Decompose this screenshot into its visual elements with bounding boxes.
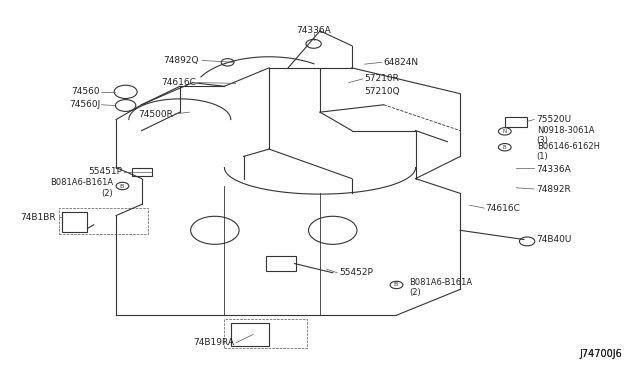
Text: 55451P: 55451P	[88, 167, 122, 176]
Text: 57210R: 57210R	[365, 74, 399, 83]
Text: N0918-3061A
(3): N0918-3061A (3)	[537, 126, 594, 145]
Text: B: B	[120, 183, 124, 189]
Text: 74892R: 74892R	[537, 185, 572, 194]
Text: B: B	[502, 145, 506, 150]
Text: 74560J: 74560J	[69, 100, 100, 109]
Text: 74560: 74560	[72, 87, 100, 96]
Text: 74336A: 74336A	[296, 26, 331, 35]
Text: 74616C: 74616C	[161, 78, 196, 87]
Text: 74B19RA: 74B19RA	[193, 339, 234, 347]
Text: J74700J6: J74700J6	[580, 349, 623, 359]
Text: B06146-6162H
(1): B06146-6162H (1)	[537, 142, 600, 161]
Text: 74336A: 74336A	[537, 165, 572, 174]
Text: J74700J6: J74700J6	[580, 349, 623, 359]
Text: N: N	[502, 129, 506, 134]
Text: 75520U: 75520U	[537, 115, 572, 124]
Text: 74500R: 74500R	[139, 109, 173, 119]
Text: 64824N: 64824N	[384, 58, 419, 67]
Text: B081A6-B161A
(2): B081A6-B161A (2)	[409, 278, 472, 297]
Text: 74B40U: 74B40U	[537, 235, 572, 244]
Text: B081A6-B161A
(2): B081A6-B161A (2)	[50, 178, 113, 198]
Text: 74B1BR: 74B1BR	[20, 213, 56, 222]
Text: 74892Q: 74892Q	[163, 56, 199, 65]
Text: 57210Q: 57210Q	[365, 87, 400, 96]
Text: 74616C: 74616C	[486, 203, 520, 213]
Text: 55452P: 55452P	[339, 268, 373, 277]
Text: B: B	[394, 282, 398, 288]
